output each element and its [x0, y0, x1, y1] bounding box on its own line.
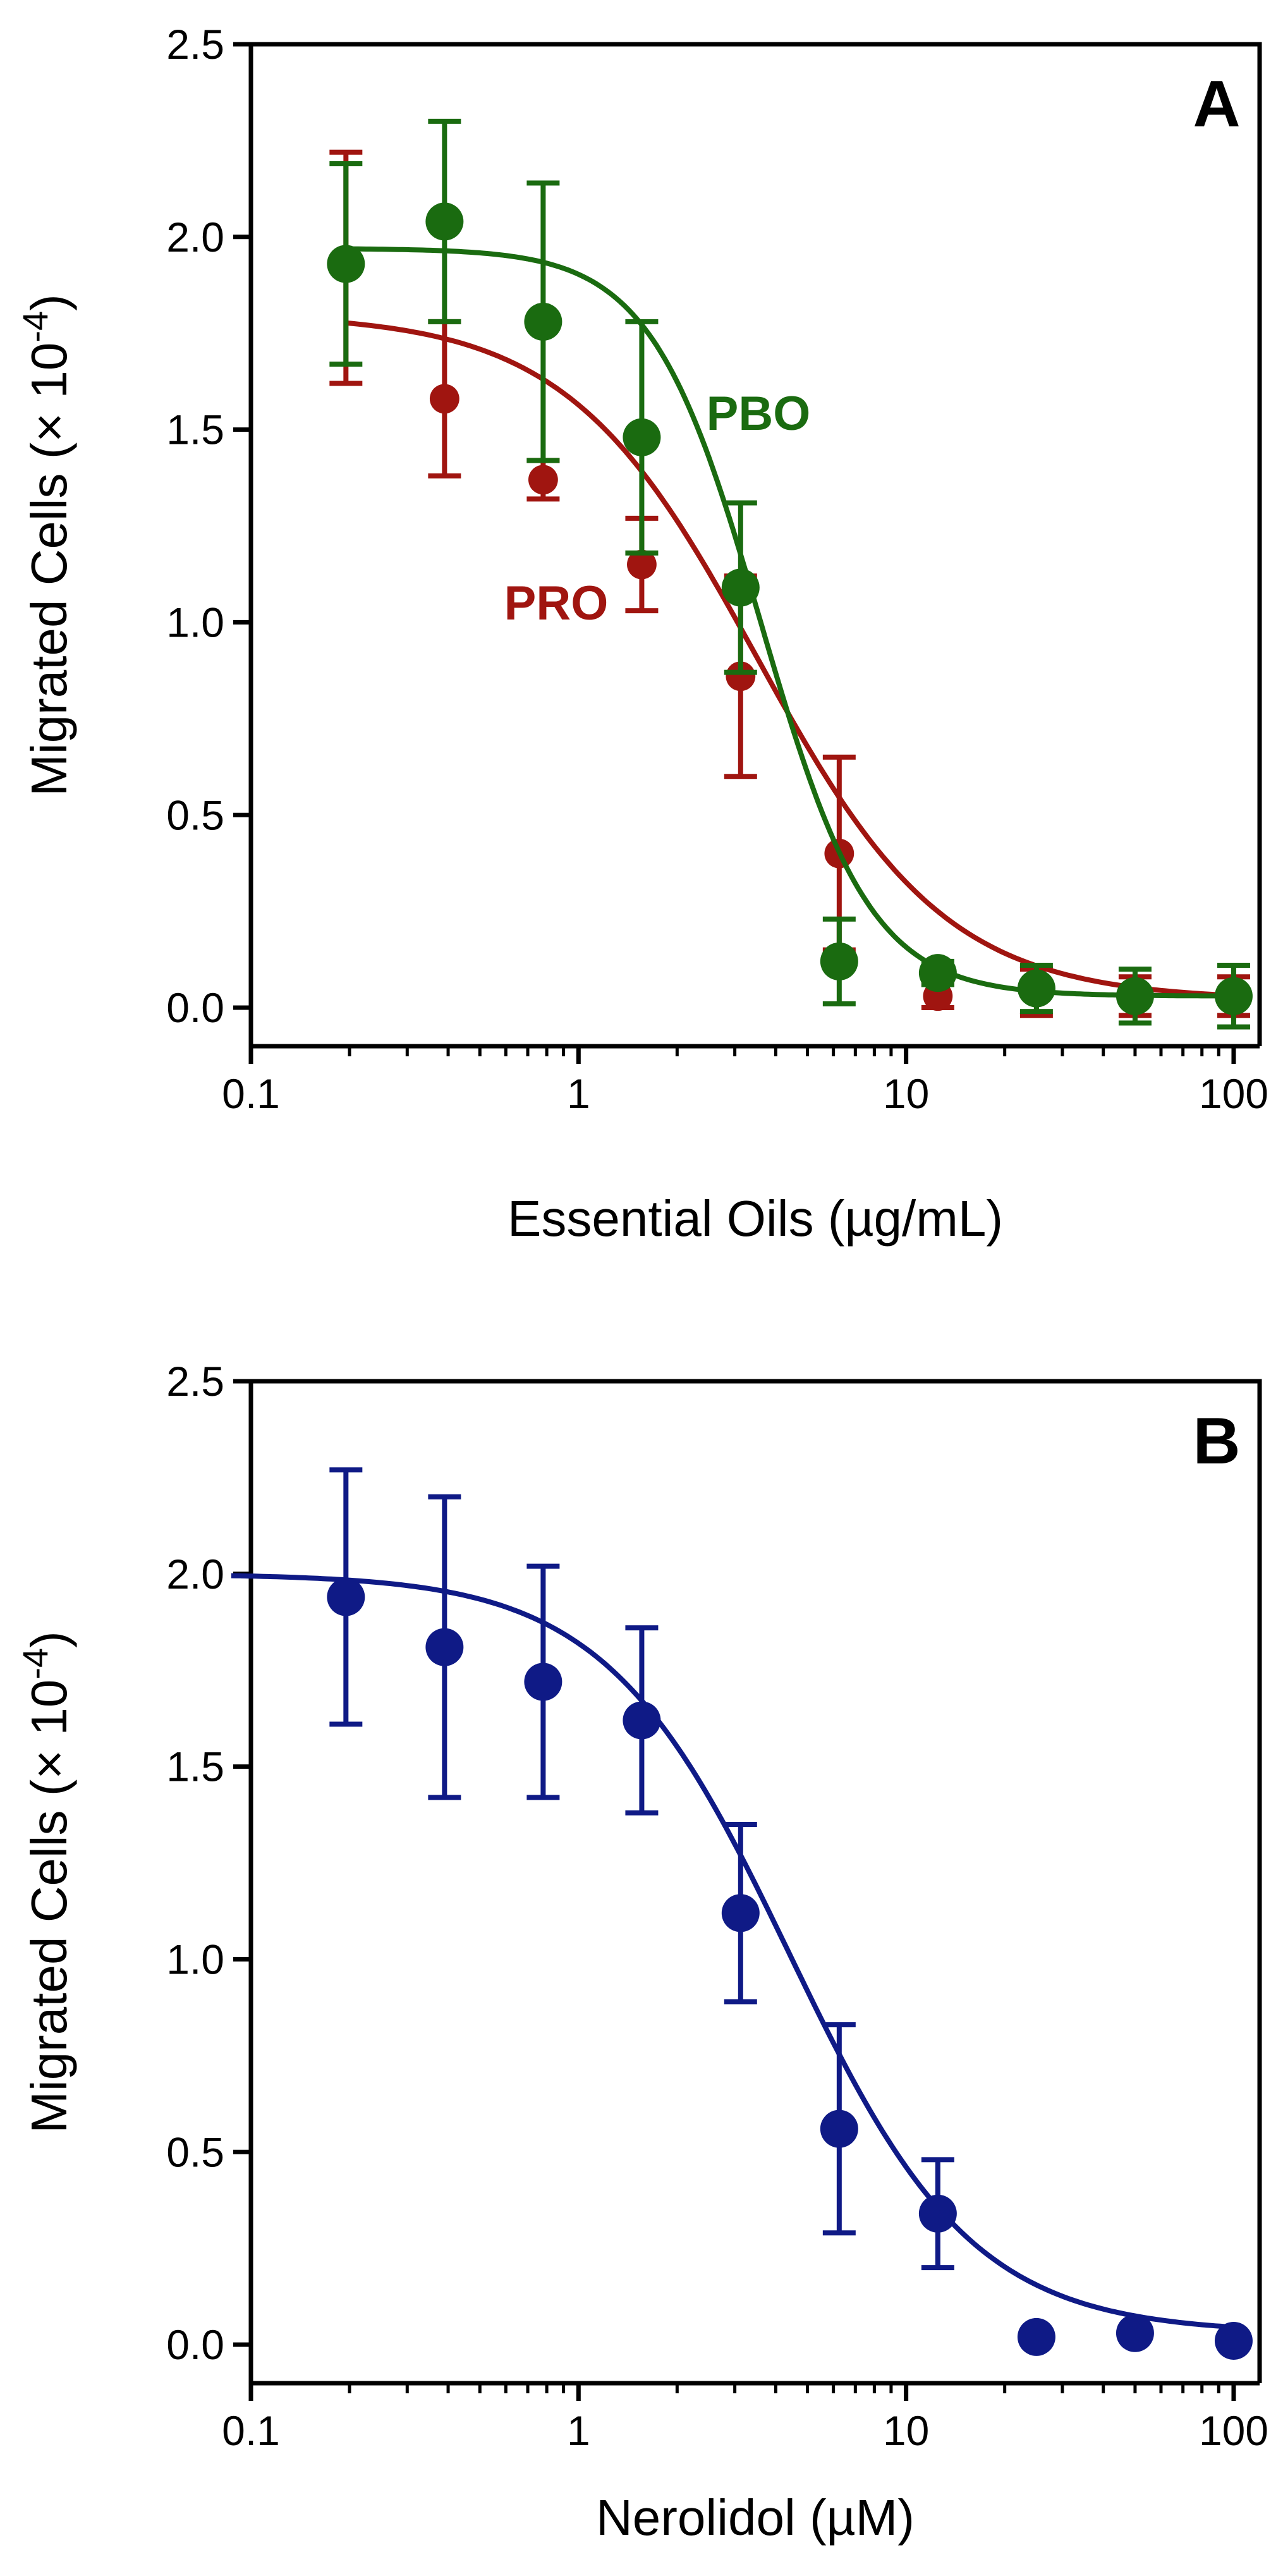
series-label: PBO [707, 387, 811, 441]
y-tick-label: 1.0 [166, 599, 224, 646]
series-label: PRO [504, 577, 609, 630]
data-point [327, 245, 365, 283]
y-tick-label: 2.5 [166, 21, 224, 68]
y-tick-label: 0.0 [166, 984, 224, 1031]
series-0 [231, 1467, 1253, 2360]
data-point [429, 384, 459, 414]
data-point [524, 1663, 562, 1701]
data-point [627, 549, 657, 580]
data-point [623, 418, 661, 456]
panel-label: B [1193, 1405, 1240, 1478]
x-tick-label: 1 [567, 2407, 590, 2454]
data-point [1116, 2314, 1154, 2352]
data-point [918, 2194, 957, 2233]
series-pro: PRO [329, 149, 1250, 1018]
series-pbo: PBO [327, 118, 1253, 1030]
data-point [327, 1578, 365, 1616]
data-point [1214, 2321, 1253, 2360]
fit-curve [231, 1573, 1234, 2330]
y-tick-label: 2.5 [166, 1358, 224, 1405]
data-point [425, 1628, 464, 1666]
x-tick-label: 1 [567, 1070, 590, 1117]
x-tick-label: 0.1 [222, 2407, 280, 2454]
data-point [524, 302, 562, 341]
y-tick-label: 0.5 [166, 791, 224, 838]
y-tick-label: 0.5 [166, 2128, 224, 2175]
data-point [1017, 2317, 1055, 2356]
x-tick-label: 10 [883, 2407, 929, 2454]
y-axis-label-base: Migrated Cells (× 10 [21, 1680, 77, 2133]
y-tick-label: 1.5 [166, 1743, 224, 1790]
chart-panel-b: 0.0 0.5 1.0 1.5 2.0 2.5 0.1 1 10 100 Nerolidol (µM… [15, 1358, 1268, 2546]
x-tick-label: 10 [883, 1070, 929, 1117]
y-tick-label: 2.0 [166, 214, 224, 260]
data-point [1116, 977, 1154, 1015]
y-tick-label: 2.0 [166, 1551, 224, 1597]
data-point [528, 465, 558, 495]
data-point [425, 202, 464, 241]
x-tick-label: 100 [1199, 1070, 1268, 1117]
x-tick-label: 0.1 [222, 1070, 280, 1117]
y-axis-label: Migrated Cells (× 10-4) [15, 1631, 77, 2133]
y-axis-label-exponent: -4 [15, 311, 55, 343]
x-axis-label: Essential Oils (µg/mL) [508, 1190, 1003, 1247]
data-point [623, 1701, 661, 1740]
data-point [820, 2109, 858, 2148]
data-point [1017, 969, 1055, 1008]
data-point [918, 954, 957, 992]
data-point [1214, 977, 1253, 1015]
y-tick-label: 1.0 [166, 1936, 224, 1983]
x-tick-label: 100 [1199, 2407, 1268, 2454]
y-axis-label-close: ) [21, 1631, 77, 1648]
data-point [721, 568, 760, 607]
y-tick-label: 1.5 [166, 406, 224, 453]
panel-label: A [1193, 68, 1240, 141]
data-point [726, 661, 756, 692]
y-axis-label-exponent: -4 [15, 1648, 55, 1680]
y-axis-label-base: Migrated Cells (× 10 [21, 343, 77, 797]
fit-curve [346, 246, 1234, 999]
x-axis-label: Nerolidol (µM) [596, 2489, 915, 2546]
chart-panel-a: 0.0 0.5 1.0 1.5 2.0 2.5 0.1 1 10 100 Essential Oil… [15, 21, 1268, 1247]
y-axis-label-close: ) [21, 294, 77, 311]
y-tick-label: 0.0 [166, 2321, 224, 2368]
data-point [820, 942, 858, 980]
y-axis-label: Migrated Cells (× 10-4) [15, 294, 77, 797]
data-point [721, 1894, 760, 1932]
